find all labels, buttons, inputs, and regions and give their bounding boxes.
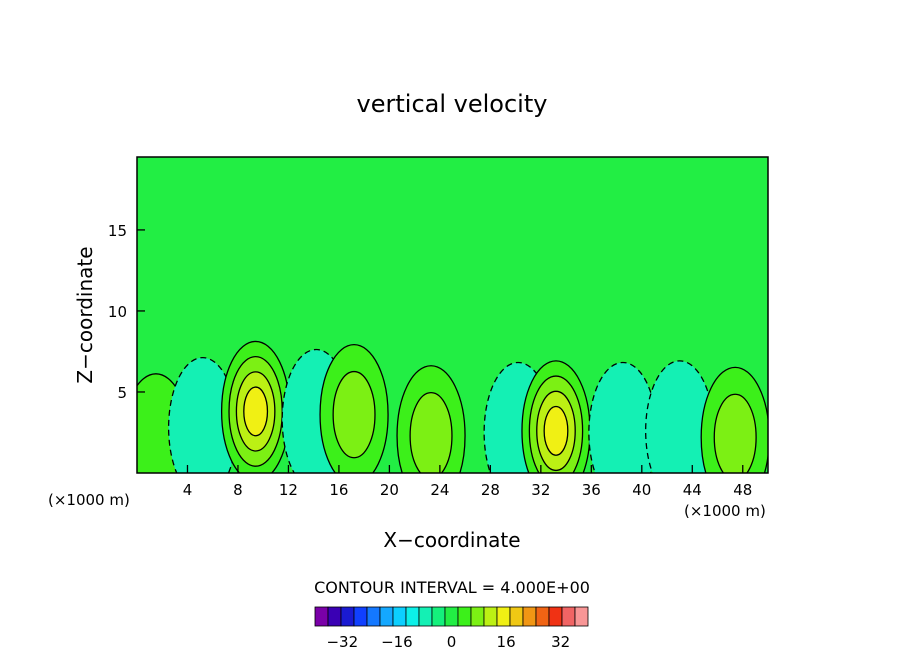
colorbar-swatch [483,606,498,627]
x-tick-label: 24 [430,481,449,499]
colorbar-swatch [392,606,407,627]
x-axis: 4 8 12 16 20 24 28 32 36 40 44 48 [183,465,752,499]
x-tick-label: 4 [183,481,193,499]
colorbar-tick-label: 0 [447,633,457,651]
y-axis-label: Z−coordinate [73,246,97,383]
colorbar-swatch [522,606,537,627]
contour-interval-label: CONTOUR INTERVAL = 4.000E+00 [314,578,590,597]
x-tick-label: 20 [380,481,399,499]
velocity-cell [396,365,466,473]
colorbar-swatch [340,606,355,627]
colorbar-swatch [496,606,511,627]
contour-line [243,386,269,437]
chart-title: vertical velocity [357,90,548,118]
contour-line [543,405,569,456]
velocity-cell [220,340,291,473]
colorbar-swatch [314,606,329,627]
y-tick-label: 10 [108,303,127,321]
colorbar-swatch [379,606,394,627]
x-unit-label-right: (×1000 m) [684,502,766,520]
colorbar-tick-label: 32 [551,633,570,651]
colorbar-swatch [418,606,433,627]
colorbar-swatch [327,606,342,627]
x-tick-label: 48 [733,481,752,499]
colorbar-swatch [574,606,589,627]
x-tick-label: 44 [683,481,702,499]
x-unit-label-left: (×1000 m) [48,491,130,509]
colorbar-swatch [470,606,485,627]
colorbar: −32 −16 0 16 32 [314,606,589,651]
y-tick-label: 15 [108,222,127,240]
y-tick-label: 5 [117,384,127,402]
plot-area [136,156,769,474]
velocity-cell [700,366,768,473]
x-tick-label: 16 [329,481,348,499]
x-tick-label: 40 [632,481,651,499]
colorbar-swatch [561,606,576,627]
colorbar-swatch [535,606,550,627]
colorbar-swatch [457,606,472,627]
contour-line [409,392,453,473]
x-tick-label: 32 [531,481,550,499]
x-tick-label: 28 [481,481,500,499]
x-tick-label: 8 [233,481,243,499]
colorbar-swatch [353,606,368,627]
x-tick-label: 12 [279,481,298,499]
x-tick-label: 36 [582,481,601,499]
colorbar-swatch [405,606,420,627]
contour-line [332,370,376,459]
contour-line [713,393,757,473]
plot-frame [136,156,769,474]
colorbar-swatch [548,606,563,627]
y-axis: 5 10 15 [108,222,145,402]
x-axis-label: X−coordinate [383,528,520,552]
colorbar-tick-label: −16 [381,633,413,651]
colorbar-swatch [431,606,446,627]
colorbar-swatch [444,606,459,627]
velocity-cell [319,344,389,473]
velocity-cell [521,360,591,473]
colorbar-swatch [509,606,524,627]
colorbar-tick-label: −32 [326,633,358,651]
colorbar-swatch [366,606,381,627]
colorbar-tick-label: 16 [497,633,516,651]
